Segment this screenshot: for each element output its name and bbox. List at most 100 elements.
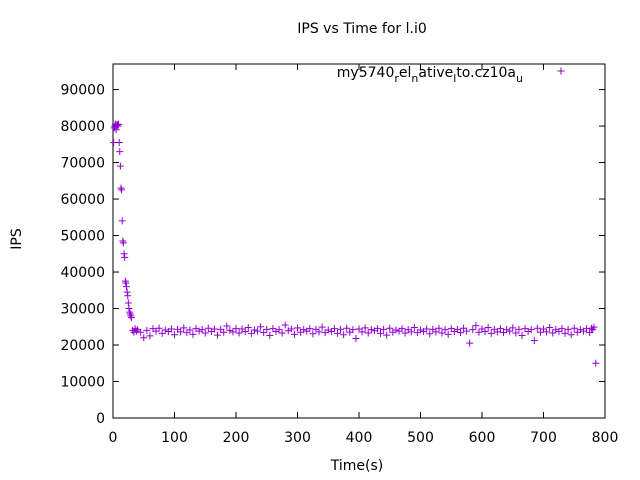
data-point: [475, 328, 483, 336]
data-point: [118, 186, 126, 194]
data-point: [226, 326, 234, 334]
data-point: [337, 325, 345, 333]
data-point: [122, 279, 130, 287]
data-point: [210, 325, 218, 333]
data-point: [123, 288, 131, 296]
legend-label: my5740relnativelto.cz10au: [337, 65, 523, 85]
y-tick-label: 60000: [60, 192, 105, 208]
data-point: [121, 277, 129, 285]
data-point: [269, 325, 277, 333]
data-point: [241, 328, 249, 336]
data-point: [506, 327, 514, 335]
data-point: [552, 326, 560, 334]
data-point: [115, 138, 123, 146]
data-point: [432, 328, 440, 336]
data-point: [469, 326, 477, 334]
data-point: [180, 324, 188, 332]
data-point: [487, 329, 495, 337]
data-point: [543, 328, 551, 336]
data-point: [214, 331, 222, 339]
data-point: [358, 328, 366, 336]
data-point: [126, 308, 134, 316]
data-point: [281, 321, 289, 329]
data-point: [423, 325, 431, 333]
x-tick-label: 100: [161, 430, 188, 446]
data-point: [590, 323, 598, 331]
data-point: [121, 253, 129, 261]
x-tick-label: 0: [109, 430, 118, 446]
data-point: [257, 323, 265, 331]
data-point: [119, 237, 127, 245]
data-point: [318, 323, 326, 331]
y-tick-label: 50000: [60, 229, 105, 245]
x-axis-label: Time(s): [330, 458, 383, 474]
x-tick-label: 300: [284, 430, 311, 446]
data-point: [290, 330, 298, 338]
data-point: [278, 329, 286, 337]
y-tick-label: 0: [96, 411, 105, 427]
data-point: [555, 328, 563, 336]
data-point: [509, 324, 517, 332]
data-point: [244, 323, 252, 331]
data-point: [586, 329, 594, 337]
data-point: [410, 323, 418, 331]
data-point: [352, 334, 360, 342]
data-point: [340, 331, 348, 339]
data-point: [315, 328, 323, 336]
data-point: [204, 324, 212, 332]
data-point: [524, 328, 532, 336]
y-tick-label: 30000: [60, 302, 105, 318]
x-tick-label: 800: [592, 430, 619, 446]
data-point: [441, 326, 449, 334]
x-tick-label: 600: [469, 430, 496, 446]
data-point: [189, 330, 197, 338]
data-point: [561, 329, 569, 337]
data-point: [186, 326, 194, 334]
legend: my5740relnativelto.cz10au: [337, 65, 565, 85]
data-point: [456, 329, 464, 337]
data-point: [426, 330, 434, 338]
data-point: [364, 329, 372, 337]
data-point: [484, 323, 492, 331]
data-point: [140, 334, 148, 342]
data-point: [373, 325, 381, 333]
chart-title: IPS vs Time for l.i0: [297, 21, 427, 37]
data-point: [383, 331, 391, 339]
data-point: [125, 305, 133, 313]
data-point: [466, 339, 474, 347]
y-tick-label: 40000: [60, 265, 105, 281]
data-point: [260, 329, 268, 337]
data-point: [155, 324, 163, 332]
data-point: [417, 326, 424, 334]
data-point: [481, 328, 489, 336]
data-point: [546, 323, 554, 331]
data-point: [287, 325, 295, 333]
data-point: [158, 329, 166, 337]
y-tick-label: 20000: [60, 338, 105, 354]
data-point: [126, 310, 134, 318]
data-point: [512, 329, 520, 337]
data-point: [392, 326, 400, 334]
data-point: [330, 325, 338, 333]
y-tick-label: 80000: [60, 119, 105, 135]
y-tick-label: 10000: [60, 375, 105, 391]
data-point: [137, 328, 145, 336]
data-point: [367, 326, 375, 334]
data-point: [294, 324, 301, 332]
data-point: [167, 325, 175, 333]
data-point: [493, 328, 501, 336]
data-point: [171, 331, 178, 339]
data-point: [146, 332, 154, 340]
y-axis-label: IPS: [9, 228, 25, 250]
data-point: [503, 326, 511, 334]
data-point: [564, 325, 572, 333]
data-point: [284, 327, 292, 335]
data-point: [549, 329, 557, 337]
data-point: [530, 337, 538, 345]
data-point: [527, 326, 535, 334]
data-point: [349, 326, 357, 334]
data-point: [177, 328, 185, 336]
data-point: [118, 217, 126, 225]
data-point: [447, 325, 455, 333]
